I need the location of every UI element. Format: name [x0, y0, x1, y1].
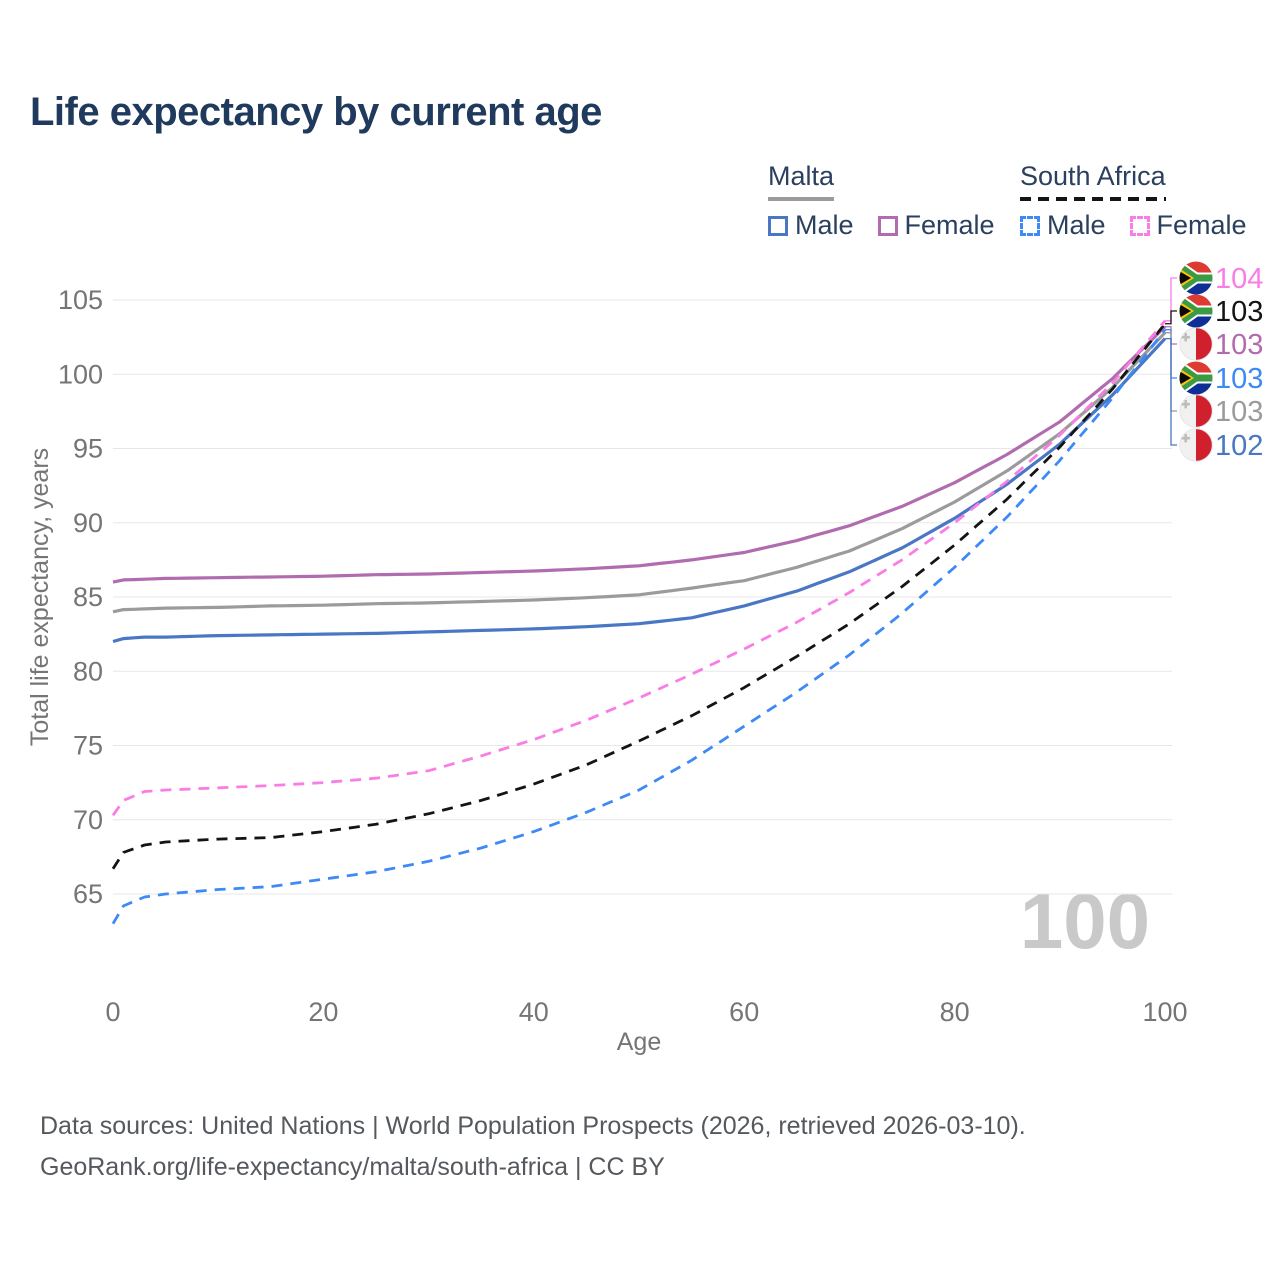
south-africa-flag-icon	[1179, 294, 1213, 328]
legend-item-malta-male[interactable]: Male	[768, 210, 854, 241]
y-tick-label: 105	[58, 285, 103, 315]
watermark-age-value: 100	[1020, 877, 1150, 965]
legend-group-south-africa: South Africa Male Female	[1020, 161, 1247, 241]
series-line-sa-female	[111, 319, 1167, 817]
malta-flag-icon	[1179, 327, 1213, 361]
y-tick-label: 100	[58, 359, 103, 389]
malta-solid-line-swatch	[768, 197, 835, 201]
y-tick-label: 65	[73, 879, 103, 909]
legend-row-south-africa: Male Female	[1020, 210, 1247, 241]
checkbox-icon	[877, 215, 898, 236]
end-label-value-sa-male: 103	[1215, 363, 1263, 395]
legend-item-label: Female	[904, 210, 995, 240]
end-label-value-sa-all: 103	[1215, 296, 1263, 328]
end-label-value-malta-female: 103	[1215, 329, 1263, 361]
legend-row-malta: Male Female	[768, 210, 995, 241]
legend-group-malta-label: Malta	[768, 161, 835, 191]
south-africa-flag-icon	[1179, 361, 1213, 395]
end-label-value-malta-all: 103	[1215, 396, 1263, 428]
end-label-value-malta-male: 102	[1215, 430, 1263, 462]
y-tick-label: 80	[73, 656, 103, 686]
x-tick-label: 0	[105, 997, 120, 1027]
checkbox-icon	[768, 215, 788, 236]
x-tick-label: 60	[729, 997, 759, 1027]
end-label-leader-malta-male	[1165, 337, 1177, 446]
malta-flag-icon	[1179, 428, 1213, 462]
legend-item-label: Female	[1156, 210, 1247, 240]
footer: Data sources: United Nations | World Pop…	[40, 1106, 1026, 1188]
series-line-malta-female	[112, 325, 1167, 584]
y-tick-label: 75	[73, 731, 103, 761]
legend-item-sa-male[interactable]: Male	[1020, 210, 1106, 241]
x-tick-label: 100	[1142, 997, 1187, 1027]
checkbox-icon	[1129, 215, 1150, 236]
south-africa-dashed-line-swatch	[1020, 197, 1166, 201]
legend-group-sa-title: South Africa	[1020, 161, 1166, 201]
x-tick-label: 20	[308, 997, 338, 1027]
checkbox-icon	[1020, 215, 1040, 236]
y-tick-label: 85	[73, 582, 103, 612]
end-label-leader-sa-all	[1165, 310, 1177, 325]
legend-group-malta: Malta Male Female	[768, 161, 995, 241]
y-axis-title: Total life expectancy, years	[26, 448, 54, 746]
footer-attribution-link: GeoRank.org/life-expectancy/malta/south-…	[40, 1153, 665, 1181]
end-label-leader-sa-female	[1165, 277, 1177, 322]
footer-data-sources: Data sources: United Nations | World Pop…	[40, 1112, 1026, 1140]
end-label-value-sa-female: 104	[1215, 263, 1263, 295]
x-tick-label: 40	[519, 997, 549, 1027]
legend-item-malta-female[interactable]: Female	[877, 210, 995, 241]
y-tick-label: 95	[73, 434, 103, 464]
y-tick-label: 70	[73, 805, 103, 835]
series-line-malta-all	[112, 331, 1167, 614]
y-tick-label: 90	[73, 508, 103, 538]
series-line-sa-all	[111, 322, 1167, 870]
legend-item-sa-female[interactable]: Female	[1129, 210, 1247, 241]
south-africa-flag-icon	[1179, 261, 1213, 295]
legend-group-malta-title: Malta	[768, 161, 835, 201]
legend-item-label: Male	[795, 210, 854, 240]
legend-item-label: Male	[1047, 210, 1106, 240]
legend-group-sa-label: South Africa	[1020, 161, 1166, 191]
series-line-sa-male	[111, 328, 1167, 925]
page-title: Life expectancy by current age	[30, 90, 602, 134]
x-tick-label: 80	[940, 997, 970, 1027]
malta-flag-icon	[1179, 394, 1213, 428]
x-axis-title: Age	[617, 1028, 661, 1056]
